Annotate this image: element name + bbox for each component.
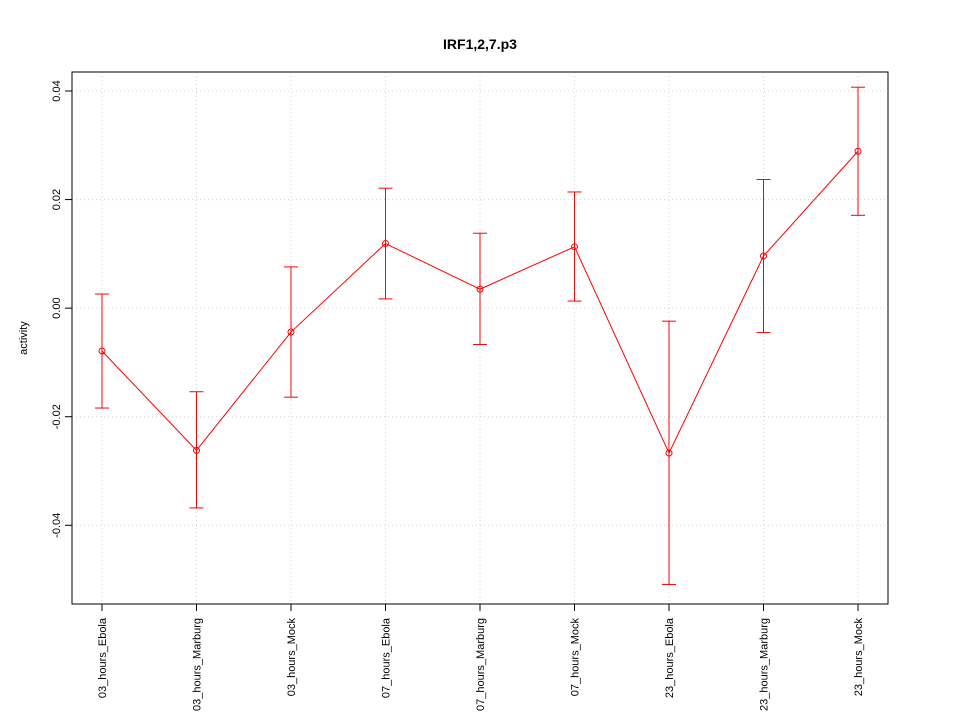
y-tick-label: 0.00 xyxy=(51,297,63,318)
x-axis: 03_hours_Ebola 03_hours_Marburg 03_hours_M… xyxy=(97,604,865,711)
data-point xyxy=(665,449,673,457)
y-tick-label: 0.04 xyxy=(51,80,63,101)
x-tick-label: 23_hours_Marburg xyxy=(759,618,771,711)
data-point xyxy=(98,347,106,355)
data-point xyxy=(382,240,389,248)
y-tick-label: 0.02 xyxy=(51,189,63,210)
x-tick-label: 07_hours_Mock xyxy=(570,618,582,697)
x-tick-label: 07_hours_Ebola xyxy=(381,617,393,698)
series-layer xyxy=(95,86,865,585)
data-point xyxy=(760,252,767,260)
y-tick-label: -0.02 xyxy=(51,404,63,429)
chart-title: IRF1,2,7.p3 xyxy=(443,36,517,52)
data-point xyxy=(193,446,200,454)
x-tick-label: 07_hours_Marburg xyxy=(475,618,487,711)
data-point xyxy=(571,243,578,251)
y-axis-label: activity xyxy=(18,321,30,355)
x-tick-label: 23_hours_Mock xyxy=(853,618,865,697)
x-tick-label: 23_hours_Ebola xyxy=(664,617,676,698)
data-point xyxy=(287,328,295,336)
data-point xyxy=(476,285,484,293)
x-tick-label: 03_hours_Ebola xyxy=(97,617,109,698)
x-tick-label: 03_hours_Marburg xyxy=(192,618,204,711)
data-point xyxy=(854,147,862,155)
x-tick-label: 03_hours_Mock xyxy=(286,618,298,697)
y-axis: -0.04 -0.02 0.00 0.02 0.04 xyxy=(51,80,72,538)
y-tick-label: -0.04 xyxy=(51,513,63,538)
